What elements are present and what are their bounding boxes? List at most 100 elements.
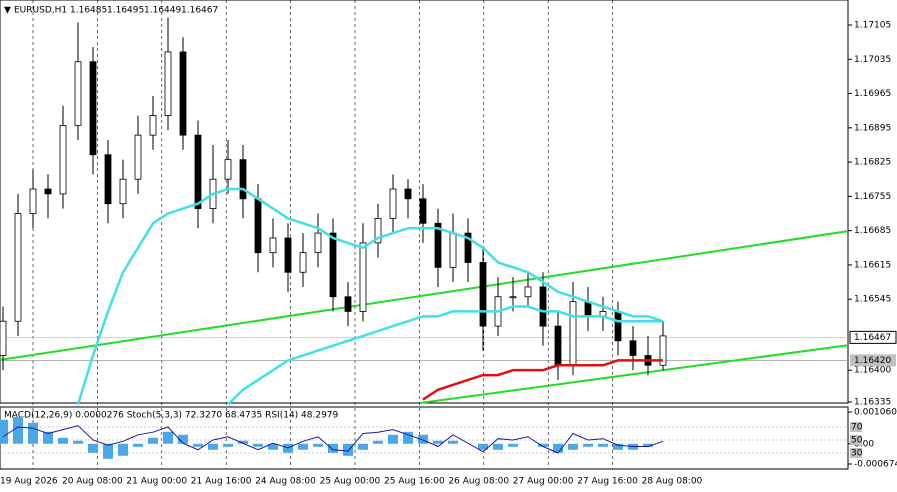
price-line-label: 1.16420: [854, 356, 891, 366]
candle-body: [29, 188, 37, 214]
candle-body: [629, 340, 637, 356]
macd-bar: [223, 443, 233, 447]
candle-body: [554, 325, 562, 366]
candle-body: [149, 115, 157, 136]
candle-body: [74, 61, 82, 126]
macd-bar: [388, 434, 398, 444]
time-label: 21 Aug 00:00: [126, 477, 187, 487]
macd-bar: [643, 443, 653, 447]
time-label: 25 Aug 16:00: [384, 477, 445, 487]
symbol: EURUSD,H1: [14, 6, 67, 16]
macd-bar: [43, 431, 53, 444]
macd-bar: [58, 437, 68, 444]
candle-body: [14, 213, 22, 322]
candle-body: [389, 188, 397, 219]
macd-bar: [298, 443, 308, 450]
ohlc-value: 1.16485: [70, 6, 107, 16]
time-label: 26 Aug 08:00: [448, 477, 509, 487]
bid-box: [849, 330, 897, 344]
price-label: 1.17105: [854, 21, 891, 31]
candle-body: [299, 252, 307, 273]
candle-body: [89, 61, 97, 156]
candle-body: [404, 188, 412, 200]
time-label: 20 Aug 08:00: [62, 477, 123, 487]
bid-label: 1.16467: [854, 333, 891, 343]
candle-body: [434, 222, 442, 268]
macd-bar: [448, 440, 458, 444]
macd-bar: [163, 431, 173, 444]
price-label: 1.16965: [854, 89, 891, 99]
candle-body: [419, 198, 427, 224]
price-label: 1.16755: [854, 192, 891, 202]
macd-bar: [238, 440, 248, 444]
time-label: 27 Aug 00:00: [513, 477, 574, 487]
candle-body: [584, 301, 592, 317]
macd-bar: [88, 443, 98, 453]
candle-body: [614, 311, 622, 342]
macd-bar: [403, 431, 413, 444]
candle-body: [359, 242, 367, 312]
macd-bar: [208, 443, 218, 450]
candle-body: [329, 232, 337, 298]
time-label: 24 Aug 08:00: [255, 477, 316, 487]
candle-body: [239, 159, 247, 200]
candle-body: [269, 237, 277, 254]
candle-body: [524, 286, 532, 298]
candle-body: [44, 188, 52, 195]
ohlc-value: 1.16495: [107, 6, 144, 16]
macd-bar: [613, 443, 623, 450]
macd-bar: [73, 440, 83, 444]
trendline: [0, 230, 849, 361]
moving-average: [422, 359, 663, 401]
indicator-tick-label: 0.00: [854, 439, 874, 449]
price-line-box: [850, 354, 896, 367]
time-label: 21 Aug 16:00: [191, 477, 252, 487]
price-label: 1.17035: [854, 55, 891, 65]
macd-bar: [478, 443, 488, 450]
price-label: 1.16615: [854, 260, 891, 270]
candle-body: [104, 154, 112, 205]
time-label: 19 Aug 2026: [0, 477, 58, 487]
macd-bar: [13, 416, 23, 444]
ohlc-value: 1.16467: [181, 6, 218, 16]
menu-arrow[interactable]: ▼: [4, 6, 11, 16]
macd-bar: [328, 443, 338, 453]
macd-bar: [358, 443, 368, 450]
time-label: 27 Aug 16:00: [577, 477, 638, 487]
macd-bar: [553, 443, 563, 453]
level-label: 30: [851, 449, 863, 459]
macd-bar: [313, 443, 323, 447]
macd-bar: [28, 422, 38, 444]
moving-average: [76, 187, 664, 405]
macd-bar: [568, 443, 578, 450]
level-box: [850, 448, 862, 458]
macd-bar: [343, 443, 353, 456]
moving-average: [227, 305, 663, 406]
candle-body: [224, 159, 232, 180]
ohlc-value: 1.16449: [144, 6, 181, 16]
macd-bar: [118, 443, 128, 456]
price-label: 1.16400: [854, 366, 891, 376]
candle-body: [179, 51, 187, 136]
candle-body: [659, 335, 667, 366]
candle-body: [164, 51, 172, 116]
macd-bar: [133, 443, 143, 447]
macd-bar: [418, 434, 428, 444]
macd-bar: [373, 440, 383, 444]
level-label: 70: [851, 423, 863, 433]
level-box: [850, 435, 862, 445]
candle-body: [194, 134, 202, 210]
candle-body: [284, 237, 292, 273]
macd-bar: [538, 443, 548, 447]
price-label: 1.16825: [854, 158, 891, 168]
candle-body: [134, 134, 142, 180]
macd-bar: [253, 443, 263, 447]
price-label: 1.16545: [854, 295, 891, 305]
time-label: 28 Aug 08:00: [642, 477, 703, 487]
macd-bar: [178, 434, 188, 444]
candle-body: [254, 198, 262, 254]
price-label: 1.16335: [854, 398, 891, 408]
macd-bar: [583, 443, 593, 447]
candle-body: [539, 286, 547, 327]
